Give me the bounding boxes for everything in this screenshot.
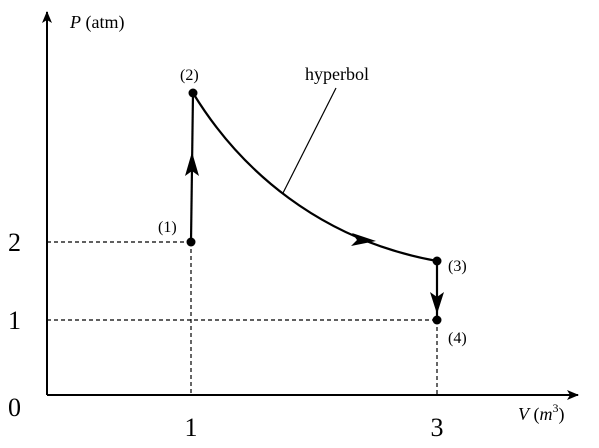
x-axis-label: V (m3) — [518, 401, 565, 425]
y-tick-label: 2 — [8, 228, 21, 257]
y-tick-label: 1 — [8, 306, 21, 335]
process — [189, 92, 439, 320]
point-label: (4) — [448, 330, 467, 347]
x-tick-label: 3 — [431, 413, 444, 442]
guides — [47, 241, 438, 395]
origin-label: 0 — [8, 393, 21, 422]
x-symbol: V — [518, 404, 531, 424]
direction-arrows — [185, 152, 444, 314]
point-label: (3) — [448, 258, 467, 275]
annotation-pointer — [282, 87, 337, 194]
point-label: (2) — [180, 67, 199, 84]
annotation: hyperbol — [305, 64, 369, 84]
x-unit-close: ) — [559, 404, 565, 425]
state-points — [186, 88, 442, 325]
x-tick-label: 1 — [185, 413, 198, 442]
y-symbol: P — [69, 12, 81, 32]
x-exponent: 3 — [553, 401, 559, 415]
x-unit-open: ( — [534, 404, 540, 425]
y-unit: (atm) — [86, 12, 125, 33]
x-unit: m — [540, 404, 553, 424]
point-label: (1) — [158, 219, 177, 236]
y-axis-label: P (atm) — [69, 12, 124, 33]
